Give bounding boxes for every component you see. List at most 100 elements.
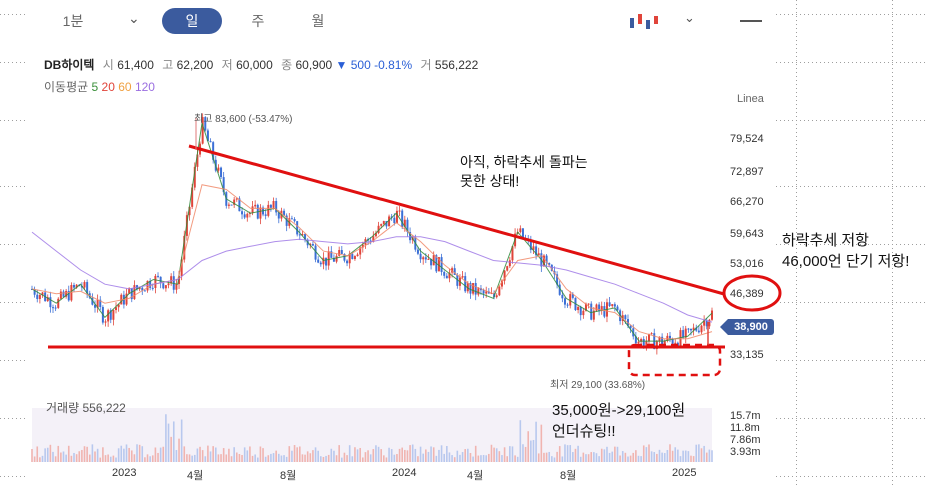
- volume-bar: [327, 454, 330, 462]
- candle-body: [466, 282, 469, 292]
- candle-body: [634, 336, 637, 344]
- candle-body: [487, 291, 490, 294]
- volume-bar: [341, 457, 343, 462]
- volume-bar: [593, 452, 595, 462]
- candle-body: [613, 304, 616, 307]
- tab-1min[interactable]: 1분: [62, 13, 84, 29]
- volume-bar: [574, 448, 577, 462]
- candle-body: [112, 310, 115, 320]
- volume-bar: [183, 446, 186, 462]
- volume-bar: [419, 446, 422, 462]
- volume-bar: [65, 454, 67, 462]
- volume-bar: [690, 455, 692, 462]
- candle-body: [453, 268, 456, 275]
- volume-bar: [432, 447, 435, 462]
- candle-body: [206, 130, 209, 142]
- volume-tick: 11.8m: [730, 422, 760, 434]
- annotation-bottom: 35,000원->29,100원 언더슈팅!!: [552, 402, 686, 440]
- volume-bar: [322, 456, 325, 462]
- candle-body: [437, 257, 440, 272]
- volume-bar: [180, 419, 183, 462]
- volume-bar: [81, 449, 83, 462]
- volume-bar: [495, 448, 498, 462]
- volume-bar: [343, 452, 346, 462]
- candle-body: [519, 228, 522, 233]
- volume-bar: [393, 454, 396, 462]
- candle-body: [233, 199, 236, 205]
- volume-bar: [516, 456, 519, 462]
- annotation-top: 아직, 하락추세 돌파는 못한 상태!: [460, 154, 588, 189]
- ma-5: 5: [91, 80, 99, 94]
- candle-body: [550, 264, 553, 271]
- candle-body: [537, 253, 540, 256]
- candlestick-icon[interactable]: [628, 12, 662, 32]
- volume-bar: [467, 448, 469, 462]
- volume-bar: [488, 453, 490, 462]
- volume-bar: [283, 455, 285, 462]
- volume-bar: [435, 455, 438, 462]
- chevron-down-icon[interactable]: ⌄: [128, 10, 140, 26]
- volume-bar: [235, 452, 238, 462]
- high-marker: 최고 83,600 (-53.47%): [194, 114, 293, 125]
- chevron-down-icon[interactable]: ⌄: [684, 10, 695, 25]
- volume-bar: [671, 450, 674, 462]
- candle-body: [65, 290, 68, 297]
- candle-body: [703, 320, 706, 326]
- ma-60: 60: [118, 80, 132, 94]
- volume-bar: [204, 456, 207, 462]
- candle-body: [272, 201, 275, 208]
- ma-line-120: [31, 231, 713, 323]
- volume-bar: [451, 455, 453, 462]
- candle-body: [663, 340, 666, 345]
- tab-month[interactable]: 월: [311, 13, 325, 29]
- volume-bar: [78, 451, 81, 462]
- menu-icon[interactable]: [740, 20, 762, 22]
- candle-body: [464, 276, 467, 292]
- tab-day[interactable]: 일: [162, 8, 222, 34]
- candle-body: [595, 304, 598, 311]
- candle-body: [298, 234, 301, 236]
- x-tick: 2024: [392, 467, 417, 479]
- volume-bar: [154, 447, 157, 462]
- volume-bar: [165, 414, 167, 462]
- volume-bar: [585, 454, 587, 462]
- candle-body: [351, 253, 354, 260]
- volume-bar: [677, 449, 679, 462]
- candle-body: [640, 339, 643, 342]
- volume-bar: [566, 445, 569, 462]
- candle-body: [598, 304, 601, 311]
- volume-bar: [296, 447, 298, 462]
- volume-bar: [666, 449, 669, 462]
- candle-body: [343, 253, 346, 261]
- candle-body: [164, 285, 167, 289]
- volume-bar: [102, 447, 104, 462]
- candle-body: [259, 207, 262, 219]
- candle-body: [285, 215, 288, 226]
- candle-body: [637, 341, 640, 344]
- candle-body: [304, 234, 307, 240]
- candle-body: [419, 253, 422, 260]
- candle-body: [503, 270, 506, 281]
- volume-bar: [661, 452, 663, 462]
- candle-body: [167, 283, 170, 286]
- volume-bar: [246, 450, 249, 462]
- candle-body: [372, 236, 375, 242]
- candle-body: [243, 214, 246, 218]
- volume-bar: [511, 446, 514, 462]
- price-tick: 59,643: [730, 228, 764, 240]
- candle-body: [535, 246, 538, 256]
- candle-body: [542, 255, 545, 267]
- tab-week[interactable]: 주: [251, 13, 265, 29]
- volume-bar: [214, 447, 217, 462]
- candle-body: [235, 198, 238, 200]
- volume-bar: [621, 451, 624, 462]
- volume-bar: [430, 446, 432, 462]
- candle-body: [346, 260, 349, 264]
- volume-bar: [162, 446, 165, 462]
- candle-body: [511, 246, 514, 261]
- candle-body: [395, 210, 398, 224]
- volume-value: 556,222: [434, 58, 479, 72]
- volume-bar: [306, 451, 309, 462]
- annotation-side: 하락추세 저항 46,000언 단기 저항!: [782, 232, 910, 270]
- candle-body: [369, 240, 372, 242]
